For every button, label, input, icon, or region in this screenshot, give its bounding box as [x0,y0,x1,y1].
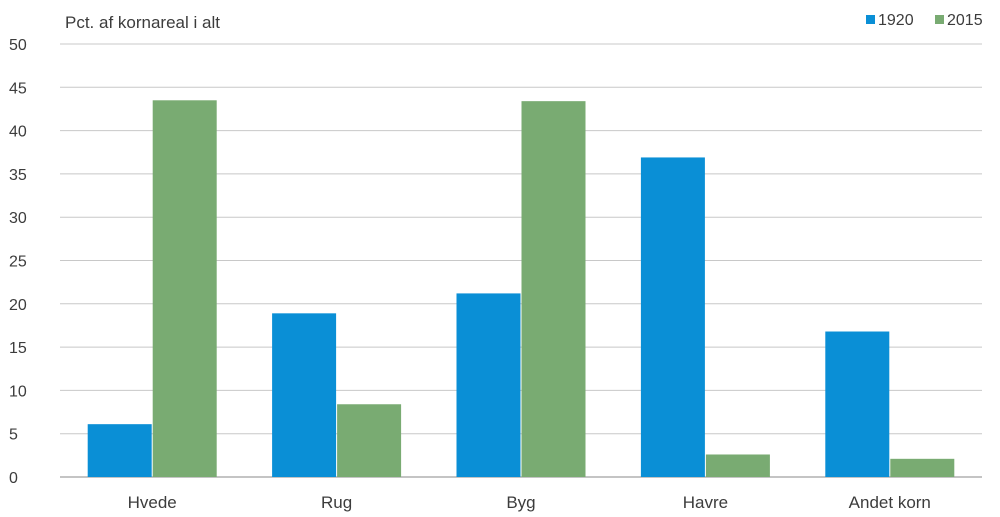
y-tick-label: 15 [9,340,27,357]
y-tick-label: 20 [9,297,27,314]
bar-1920-havre [640,157,705,478]
category-label: Rug [321,493,352,512]
y-axis-label: Pct. af kornareal i alt [65,13,220,32]
y-tick-label: 10 [9,383,27,400]
bar-1920-byg [456,293,521,477]
legend-swatch-1920 [866,15,875,24]
y-tick-label: 30 [9,210,27,227]
category-label: Havre [683,493,728,512]
bar-1920-andet-korn [825,331,890,477]
y-tick-label: 35 [9,167,27,184]
y-tick-label: 5 [9,427,18,444]
legend-label-1920: 1920 [878,12,914,29]
category-label: Hvede [128,493,177,512]
y-tick-labels: 0 5 10 15 20 25 30 35 40 45 50 [9,37,27,487]
bar-2015-andet-korn [890,458,955,477]
y-tick-label: 45 [9,80,27,97]
bar-1920-rug [272,313,337,477]
category-label: Andet korn [849,493,931,512]
category-labels: Hvede Rug Byg Havre Andet korn [128,493,931,512]
y-tick-label: 50 [9,37,27,54]
bar-2015-rug [337,404,402,477]
bar-2015-byg [521,101,586,477]
category-label: Byg [506,493,535,512]
y-tick-label: 40 [9,124,27,141]
bar-2015-havre [705,454,770,477]
legend: 1920 2015 [866,12,983,29]
y-tick-label: 0 [9,470,18,487]
bar-2015-hvede [152,100,217,477]
bar-1920-hvede [87,424,152,477]
y-tick-label: 25 [9,254,27,271]
legend-swatch-2015 [935,15,944,24]
bars [87,100,955,478]
legend-label-2015: 2015 [947,12,983,29]
